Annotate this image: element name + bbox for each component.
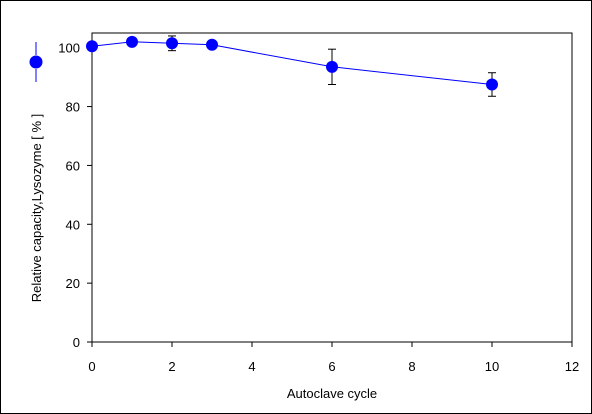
series-layer bbox=[86, 35, 498, 97]
y-tick-label: 80 bbox=[66, 100, 80, 115]
x-tick-label: 8 bbox=[408, 359, 415, 374]
data-point bbox=[206, 38, 218, 51]
data-point bbox=[86, 40, 98, 53]
y-tick-label: 20 bbox=[66, 276, 80, 291]
y-tick-label: 60 bbox=[66, 158, 80, 173]
x-axis-ticks: 0 2 4 6 8 10 12 bbox=[88, 342, 579, 374]
x-tick-label: 10 bbox=[485, 359, 499, 374]
y-axis-title: Relative capacity,Lysozyme [ % ] bbox=[29, 114, 44, 303]
x-tick-label: 2 bbox=[168, 359, 175, 374]
x-tick-label: 12 bbox=[565, 359, 579, 374]
data-point bbox=[486, 78, 498, 91]
x-tick-label: 0 bbox=[88, 359, 95, 374]
x-axis-title: Autoclave cycle bbox=[287, 386, 377, 401]
y-tick-label: 0 bbox=[73, 335, 80, 350]
data-point bbox=[126, 35, 138, 48]
y-tick-label: 40 bbox=[66, 217, 80, 232]
x-tick-label: 6 bbox=[328, 359, 335, 374]
y-tick-label: 100 bbox=[58, 41, 80, 56]
data-point bbox=[326, 60, 338, 73]
y-axis-title-group: Relative capacity,Lysozyme [ % ] bbox=[29, 42, 44, 302]
x-tick-label: 4 bbox=[248, 359, 255, 374]
y-axis-ticks: 0 20 40 60 80 100 bbox=[58, 41, 92, 350]
y-title-legend-marker bbox=[29, 55, 43, 69]
data-point bbox=[166, 37, 178, 50]
series-line bbox=[91, 41, 493, 85]
